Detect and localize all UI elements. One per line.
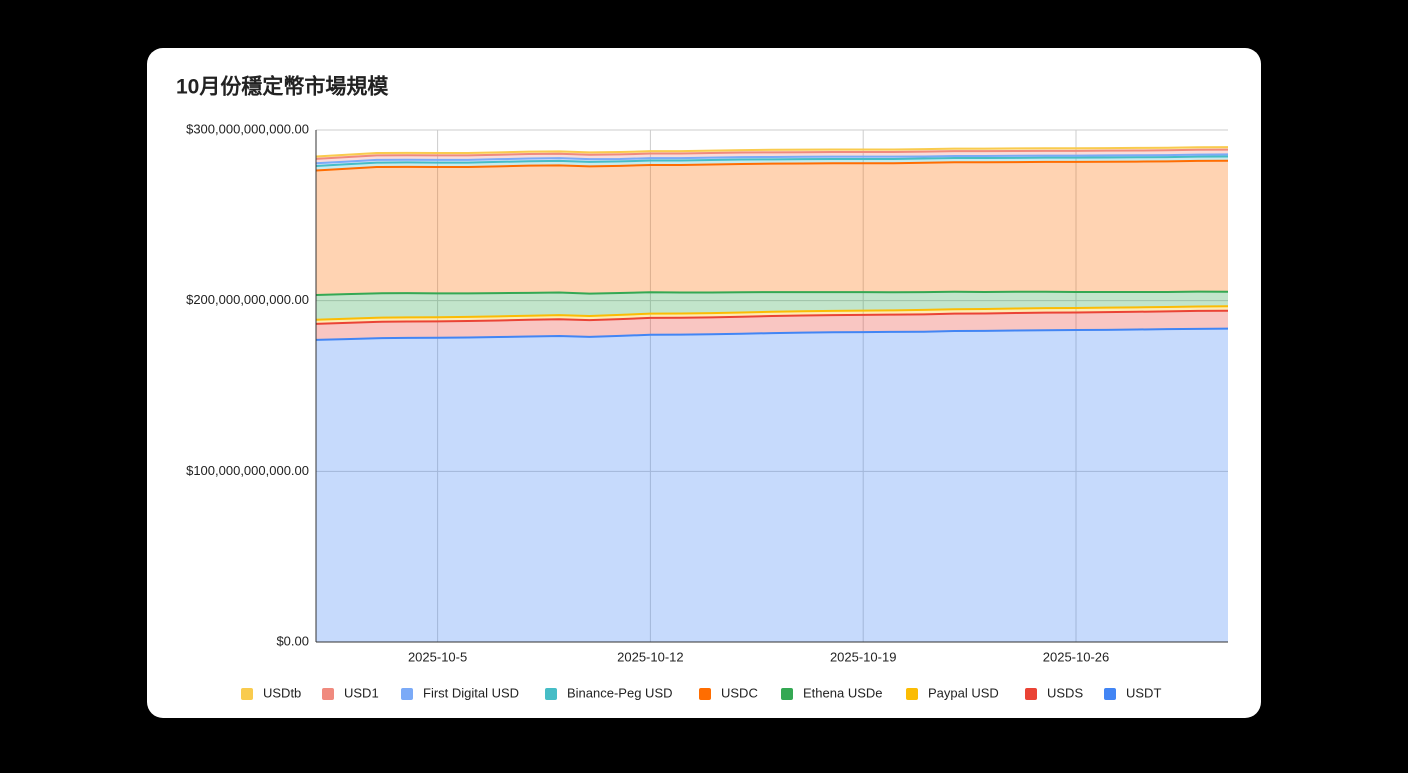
legend-swatch	[699, 688, 711, 700]
x-tick-label: 2025-10-12	[617, 649, 684, 664]
legend-label: First Digital USD	[423, 685, 519, 700]
legend-label: USDtb	[263, 685, 301, 700]
legend-swatch	[322, 688, 334, 700]
legend-label: Binance-Peg USD	[567, 685, 673, 700]
x-tick-label: 2025-10-19	[830, 649, 897, 664]
area-line	[315, 153, 1229, 165]
y-tick-label: $300,000,000,000.00	[186, 121, 309, 136]
legend-label: USDC	[721, 685, 758, 700]
area-line	[315, 146, 1229, 158]
legend-label: Paypal USD	[928, 685, 999, 700]
legend-swatch	[241, 688, 253, 700]
card	[147, 48, 1261, 718]
x-tick-label: 2025-10-5	[408, 649, 467, 664]
area-band	[316, 291, 1228, 320]
x-tick-label: 2025-10-26	[1043, 649, 1110, 664]
area-band	[316, 147, 1228, 159]
area-line	[315, 290, 1229, 297]
legend-swatch	[545, 688, 557, 700]
legend-swatch	[1104, 688, 1116, 700]
area-line	[315, 148, 1229, 160]
legend-label: USDT	[1126, 685, 1161, 700]
area-line	[315, 327, 1229, 341]
area-band	[316, 310, 1228, 340]
area-band	[316, 328, 1228, 642]
y-tick-label: $200,000,000,000.00	[186, 292, 309, 307]
chart-title: 10月份穩定幣市場規模	[176, 75, 389, 99]
y-tick-label: $0.00	[276, 633, 309, 648]
area-line	[315, 155, 1229, 168]
legend-swatch	[906, 688, 918, 700]
legend-label: USD1	[344, 685, 379, 700]
legend-label: Ethena USDe	[803, 685, 883, 700]
legend-swatch	[1025, 688, 1037, 700]
area-band	[316, 160, 1228, 296]
area-line	[315, 159, 1229, 172]
y-tick-label: $100,000,000,000.00	[186, 463, 309, 478]
legend-swatch	[401, 688, 413, 700]
legend-label: USDS	[1047, 685, 1083, 700]
legend-swatch	[781, 688, 793, 700]
area-line	[315, 305, 1229, 321]
area-line	[315, 309, 1229, 325]
